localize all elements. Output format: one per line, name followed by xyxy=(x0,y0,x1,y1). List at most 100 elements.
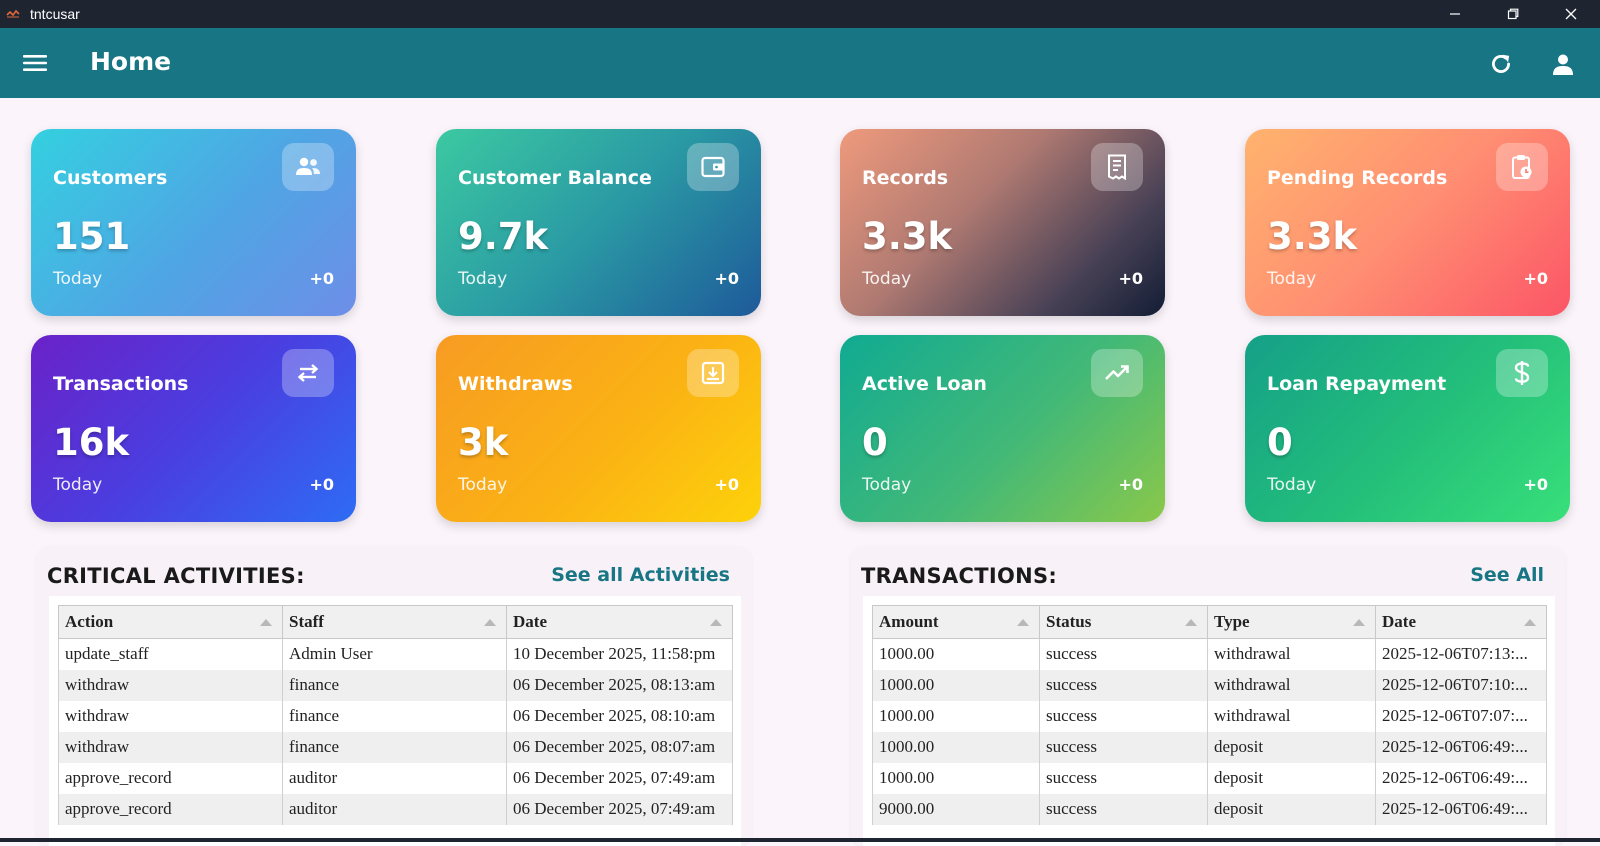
cell-amount: 1000.00 xyxy=(872,669,1040,701)
card-delta: +0 xyxy=(714,269,739,288)
card-value: 0 xyxy=(1267,421,1293,464)
transactions-table: Amount Status Type Date 1000.00 success wi… xyxy=(872,605,1547,825)
card-period: Today xyxy=(862,475,912,495)
cell-date: 2025-12-06T06:49:... xyxy=(1375,731,1547,763)
card-period: Today xyxy=(1267,475,1317,495)
table-row[interactable]: 1000.00 success withdrawal 2025-12-06T07:10… xyxy=(872,669,1547,701)
table-row[interactable]: withdraw finance 06 December 2025, 08:13:a… xyxy=(58,669,733,701)
card-delta: +0 xyxy=(714,475,739,494)
table-row[interactable]: withdraw finance 06 December 2025, 08:10:a… xyxy=(58,700,733,732)
cell-date: 2025-12-06T07:10:... xyxy=(1375,669,1547,701)
cell-action: withdraw xyxy=(58,700,283,732)
cell-amount: 1000.00 xyxy=(872,638,1040,670)
close-button[interactable] xyxy=(1542,0,1600,28)
window-controls xyxy=(1426,0,1600,28)
customers-card[interactable]: Customers 151 Today +0 xyxy=(31,129,356,316)
restore-button[interactable] xyxy=(1484,0,1542,28)
records-card[interactable]: Records 3.3k Today +0 xyxy=(840,129,1165,316)
app-logo-icon xyxy=(6,6,22,22)
cell-staff: finance xyxy=(282,669,507,701)
card-value: 3.3k xyxy=(862,215,953,258)
cell-action: update_staff xyxy=(58,638,283,670)
table-row[interactable]: 1000.00 success deposit 2025-12-06T06:49:..… xyxy=(872,731,1547,763)
sort-asc-icon xyxy=(710,619,722,626)
cell-amount: 1000.00 xyxy=(872,700,1040,732)
cell-date: 2025-12-06T07:07:... xyxy=(1375,700,1547,732)
sort-asc-icon xyxy=(1524,619,1536,626)
see-all-activities-link[interactable]: See all Activities xyxy=(551,564,730,586)
cell-date: 06 December 2025, 08:13:am xyxy=(506,669,733,701)
cell-status: success xyxy=(1039,731,1208,763)
column-header-amount[interactable]: Amount xyxy=(872,605,1040,639)
column-header-date[interactable]: Date xyxy=(1375,605,1547,639)
cell-type: deposit xyxy=(1207,793,1376,825)
loan-repayment-card[interactable]: Loan Repayment 0 Today +0 xyxy=(1245,335,1570,522)
sort-asc-icon xyxy=(1017,619,1029,626)
page-title: Home xyxy=(90,47,172,76)
hamburger-menu-icon xyxy=(23,55,47,71)
panel-title: TRANSACTIONS: xyxy=(861,564,1058,588)
cell-date: 2025-12-06T06:49:... xyxy=(1375,762,1547,794)
cell-staff: auditor xyxy=(282,762,507,794)
active-loan-card[interactable]: Active Loan 0 Today +0 xyxy=(840,335,1165,522)
pending-records-card[interactable]: Pending Records 3.3k Today +0 xyxy=(1245,129,1570,316)
cell-type: deposit xyxy=(1207,762,1376,794)
sort-asc-icon xyxy=(260,619,272,626)
cell-staff: finance xyxy=(282,700,507,732)
cell-action: withdraw xyxy=(58,731,283,763)
column-header-staff[interactable]: Staff xyxy=(282,605,507,639)
trending-up-icon xyxy=(1091,349,1143,397)
window-title: tntcusar xyxy=(30,6,80,22)
sort-asc-icon xyxy=(1353,619,1365,626)
table-row[interactable]: 1000.00 success withdrawal 2025-12-06T07:07… xyxy=(872,700,1547,732)
cell-date: 06 December 2025, 07:49:am xyxy=(506,793,733,825)
swap-arrows-icon xyxy=(282,349,334,397)
table-row[interactable]: 1000.00 success withdrawal 2025-12-06T07:13… xyxy=(872,638,1547,670)
user-button[interactable] xyxy=(1549,50,1577,78)
cell-type: withdrawal xyxy=(1207,638,1376,670)
card-delta: +0 xyxy=(1118,475,1143,494)
cell-action: withdraw xyxy=(58,669,283,701)
card-delta: +0 xyxy=(1118,269,1143,288)
minimize-button[interactable] xyxy=(1426,0,1484,28)
refresh-button[interactable] xyxy=(1487,50,1515,78)
menu-button[interactable] xyxy=(22,51,48,75)
column-header-action[interactable]: Action xyxy=(58,605,283,639)
withdraw-box-icon xyxy=(687,349,739,397)
table-row[interactable]: withdraw finance 06 December 2025, 08:07:a… xyxy=(58,731,733,763)
cell-amount: 1000.00 xyxy=(872,762,1040,794)
activities-table: Action Staff Date update_staff Admin User… xyxy=(58,605,733,825)
card-value: 151 xyxy=(53,215,131,258)
wallet-icon xyxy=(687,143,739,191)
table-row[interactable]: update_staff Admin User 10 December 2025, … xyxy=(58,638,733,670)
card-title: Loan Repayment xyxy=(1267,373,1447,395)
activities-table-container: Action Staff Date update_staff Admin User… xyxy=(49,596,741,846)
card-period: Today xyxy=(53,475,103,495)
table-row[interactable]: 9000.00 success deposit 2025-12-06T06:49:..… xyxy=(872,793,1547,825)
cell-date: 06 December 2025, 08:10:am xyxy=(506,700,733,732)
cell-date: 06 December 2025, 08:07:am xyxy=(506,731,733,763)
column-header-status[interactable]: Status xyxy=(1039,605,1208,639)
column-header-date[interactable]: Date xyxy=(506,605,733,639)
card-delta: +0 xyxy=(1523,269,1548,288)
table-row[interactable]: approve_record auditor 06 December 2025, 0… xyxy=(58,762,733,794)
cell-action: approve_record xyxy=(58,762,283,794)
sort-asc-icon xyxy=(1185,619,1197,626)
withdraws-card[interactable]: Withdraws 3k Today +0 xyxy=(436,335,761,522)
cell-date: 06 December 2025, 07:49:am xyxy=(506,762,733,794)
transactions-card[interactable]: Transactions 16k Today +0 xyxy=(31,335,356,522)
card-title: Transactions xyxy=(53,373,189,395)
card-delta: +0 xyxy=(309,475,334,494)
sort-asc-icon xyxy=(484,619,496,626)
critical-activities-panel: CRITICAL ACTIVITIES: See all Activities … xyxy=(36,546,752,846)
table-row[interactable]: approve_record auditor 06 December 2025, 0… xyxy=(58,793,733,825)
table-row[interactable]: 1000.00 success deposit 2025-12-06T06:49:..… xyxy=(872,762,1547,794)
cell-date: 2025-12-06T07:13:... xyxy=(1375,638,1547,670)
card-title: Pending Records xyxy=(1267,167,1448,189)
customer-balance-card[interactable]: Customer Balance 9.7k Today +0 xyxy=(436,129,761,316)
column-header-type[interactable]: Type xyxy=(1207,605,1376,639)
card-value: 16k xyxy=(53,421,130,464)
see-all-transactions-link[interactable]: See All xyxy=(1470,564,1544,586)
cell-status: success xyxy=(1039,700,1208,732)
restore-icon xyxy=(1507,8,1519,20)
